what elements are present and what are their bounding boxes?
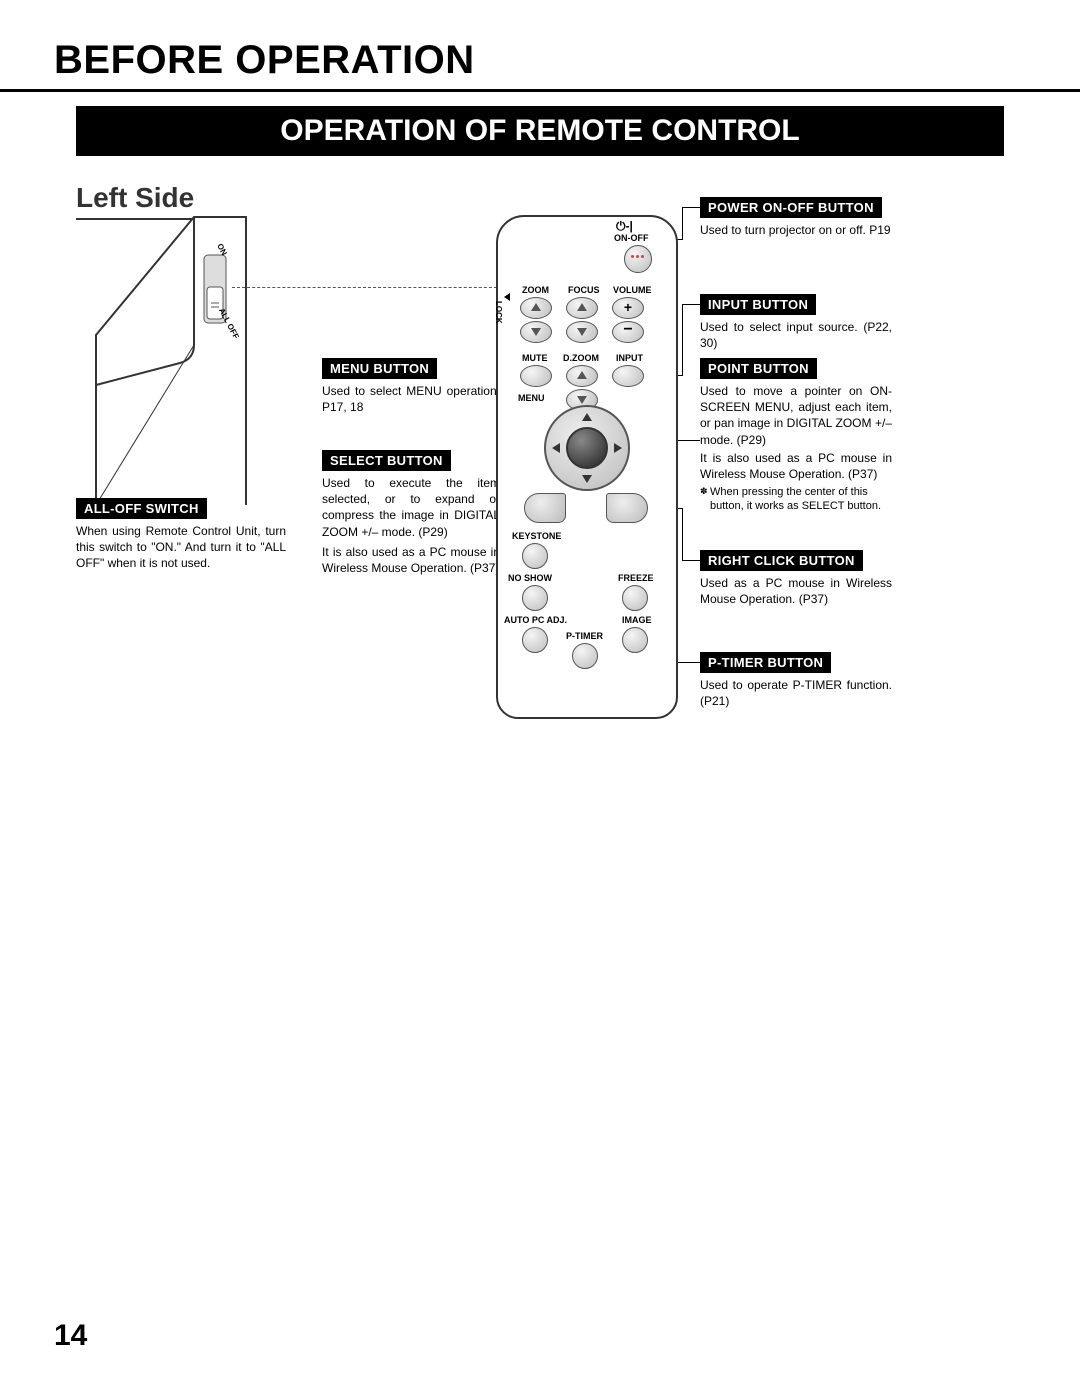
label-ptimer: P-TIMER (566, 631, 603, 641)
label-image: IMAGE (622, 615, 652, 625)
label-point-button: POINT BUTTON (700, 358, 817, 379)
label-dzoom: D.ZOOM (563, 353, 599, 363)
desc-point-2: It is also used as a PC mouse in Wireles… (700, 450, 892, 482)
lock-arrow-icon (504, 293, 510, 301)
leader-power-h2 (682, 207, 700, 208)
desc-input: Used to select input source. (P22, 30) (700, 319, 892, 351)
callout-select: SELECT BUTTON Used to execute the item s… (322, 450, 500, 576)
label-menu: MENU (518, 393, 545, 403)
leader-dashed (232, 287, 502, 288)
callout-menu: MENU BUTTON Used to select MENU operatio… (322, 358, 500, 415)
label-menu-button: MENU BUTTON (322, 358, 437, 379)
remote-illustration: ⏻-| ON-OFF LOCK ZOOM FOCUS VOLUME + − MU… (496, 215, 674, 735)
dpad-center (566, 427, 608, 469)
desc-point-1: Used to move a pointer on ON-SCREEN MENU… (700, 383, 892, 448)
led-dots (631, 255, 634, 258)
note-point: When pressing the center of this button,… (700, 486, 892, 514)
label-select-button: SELECT BUTTON (322, 450, 451, 471)
label-input-button: INPUT BUTTON (700, 294, 816, 315)
label-autopc: AUTO PC ADJ. (504, 615, 567, 625)
label-volume: VOLUME (613, 285, 652, 295)
leader-rclick-v (682, 508, 683, 560)
label-zoom: ZOOM (522, 285, 549, 295)
section-title: OPERATION OF REMOTE CONTROL (76, 106, 1004, 156)
label-noshow: NO SHOW (508, 573, 552, 583)
desc-select-2: It is also used as a PC mouse in Wireles… (322, 544, 500, 576)
label-focus: FOCUS (568, 285, 600, 295)
desc-select-1: Used to execute the item selected, or to… (322, 475, 500, 540)
hr (0, 89, 1080, 92)
left-side-illustration: ON ALL OFF (76, 215, 296, 515)
callout-right-click: RIGHT CLICK BUTTON Used as a PC mouse in… (700, 550, 892, 607)
callout-ptimer: P-TIMER BUTTON Used to operate P-TIMER f… (700, 652, 892, 709)
label-keystone: KEYSTONE (512, 531, 561, 541)
page-number: 14 (54, 1319, 87, 1353)
callout-point: POINT BUTTON Used to move a pointer on O… (700, 358, 892, 514)
label-right-click-button: RIGHT CLICK BUTTON (700, 550, 863, 571)
label-lock: LOCK (494, 301, 503, 324)
btn-left-click (524, 493, 566, 523)
leader-rclick-h2 (682, 560, 700, 561)
label-onoff: ON-OFF (614, 233, 649, 243)
label-freeze: FREEZE (618, 573, 654, 583)
desc-ptimer: Used to operate P-TIMER function. (P21) (700, 677, 892, 709)
label-mute: MUTE (522, 353, 548, 363)
callout-all-off: ALL-OFF SWITCH When using Remote Control… (76, 498, 286, 572)
label-power-button: POWER ON-OFF BUTTON (700, 197, 882, 218)
desc-right-click: Used as a PC mouse in Wireless Mouse Ope… (700, 575, 892, 607)
label-all-off-switch: ALL-OFF SWITCH (76, 498, 207, 519)
leader-power-v (682, 207, 683, 240)
desc-menu: Used to select MENU operation. P17, 18 (322, 383, 500, 415)
desc-all-off: When using Remote Control Unit, turn thi… (76, 523, 286, 572)
label-input: INPUT (616, 353, 643, 363)
leader-input-v (682, 304, 683, 376)
label-onoff-icon: ⏻-| (616, 219, 633, 234)
page-title: BEFORE OPERATION (54, 38, 1026, 83)
callout-input: INPUT BUTTON Used to select input source… (700, 294, 892, 351)
btn-right-click (606, 493, 648, 523)
desc-power: Used to turn projector on or off. P19 (700, 222, 892, 238)
btn-onoff (624, 245, 652, 273)
callout-power: POWER ON-OFF BUTTON Used to turn project… (700, 197, 892, 238)
leader-input-h2 (682, 304, 700, 305)
label-ptimer-button: P-TIMER BUTTON (700, 652, 831, 673)
